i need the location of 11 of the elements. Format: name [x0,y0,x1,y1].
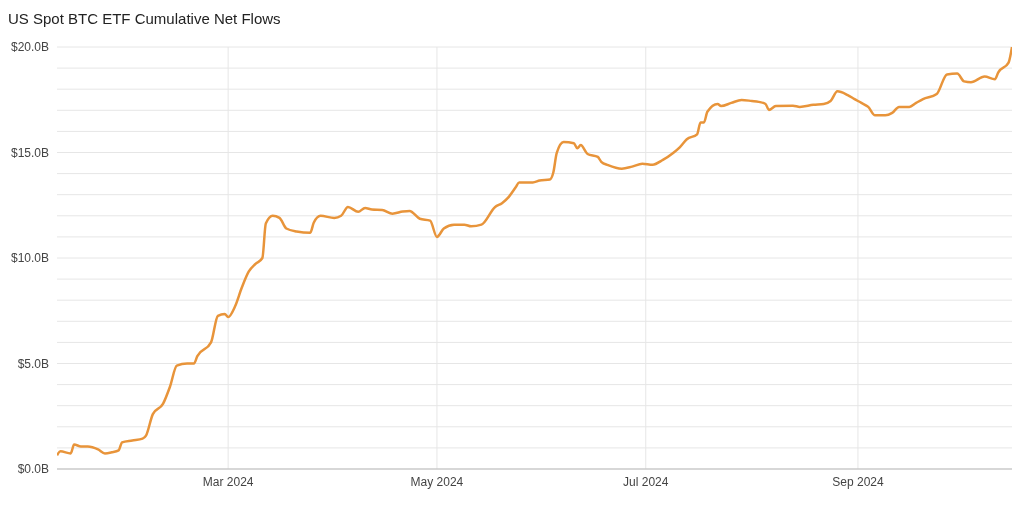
y-tick-label: $10.0B [10,251,49,266]
x-tick-label: Jul 2024 [623,474,669,489]
y-tick-label: $15.0B [10,145,49,160]
y-tick-label: $0.0B [17,462,49,477]
x-tick-label: Mar 2024 [202,474,254,489]
y-tick-label: $20.0B [10,40,49,55]
x-tick-label: Sep 2024 [832,474,884,489]
y-tick-label: $5.0B [17,356,49,371]
line-series [57,47,1012,457]
chart-title: US Spot BTC ETF Cumulative Net Flows [8,10,281,27]
x-tick-label: May 2024 [410,474,464,489]
